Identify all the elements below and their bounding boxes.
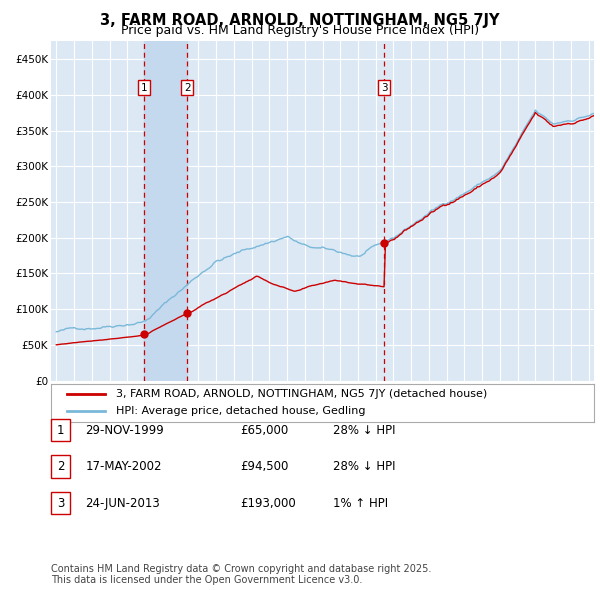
Text: Price paid vs. HM Land Registry's House Price Index (HPI): Price paid vs. HM Land Registry's House …	[121, 24, 479, 37]
Text: 1: 1	[57, 424, 64, 437]
Text: 24-JUN-2013: 24-JUN-2013	[85, 497, 160, 510]
Text: 2: 2	[184, 83, 190, 93]
Text: 3: 3	[57, 497, 64, 510]
Text: HPI: Average price, detached house, Gedling: HPI: Average price, detached house, Gedl…	[116, 406, 365, 416]
Text: 28% ↓ HPI: 28% ↓ HPI	[333, 460, 395, 473]
Text: Contains HM Land Registry data © Crown copyright and database right 2025.
This d: Contains HM Land Registry data © Crown c…	[51, 563, 431, 585]
Text: £193,000: £193,000	[240, 497, 296, 510]
Text: £94,500: £94,500	[240, 460, 289, 473]
Text: 3, FARM ROAD, ARNOLD, NOTTINGHAM, NG5 7JY (detached house): 3, FARM ROAD, ARNOLD, NOTTINGHAM, NG5 7J…	[116, 389, 487, 399]
Text: 2: 2	[57, 460, 64, 473]
Text: 17-MAY-2002: 17-MAY-2002	[85, 460, 162, 473]
Text: 1: 1	[140, 83, 147, 93]
Text: 28% ↓ HPI: 28% ↓ HPI	[333, 424, 395, 437]
Text: 29-NOV-1999: 29-NOV-1999	[85, 424, 164, 437]
Bar	[143, 41, 187, 381]
Text: 3: 3	[381, 83, 388, 93]
Text: 3, FARM ROAD, ARNOLD, NOTTINGHAM, NG5 7JY: 3, FARM ROAD, ARNOLD, NOTTINGHAM, NG5 7J…	[100, 13, 500, 28]
Text: 1% ↑ HPI: 1% ↑ HPI	[333, 497, 388, 510]
Text: £65,000: £65,000	[240, 424, 288, 437]
